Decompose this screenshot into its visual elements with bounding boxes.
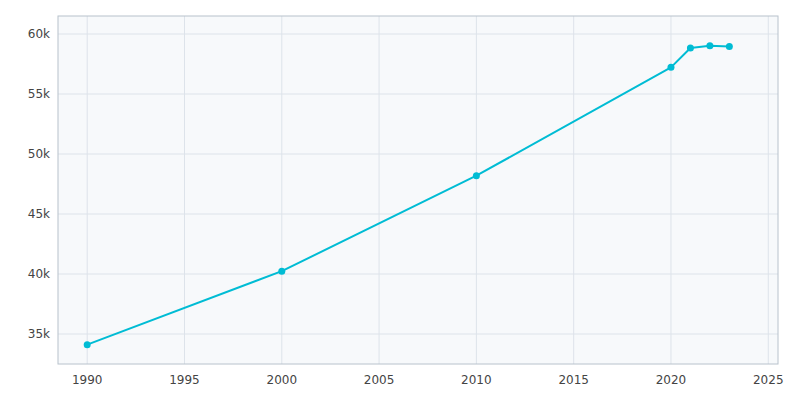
x-grid-line	[476, 16, 477, 364]
marker	[687, 44, 694, 51]
data-group	[84, 42, 733, 348]
marker	[706, 42, 713, 49]
y-tick-label: 55k	[28, 87, 50, 101]
y-grid-line	[58, 154, 778, 155]
chart-container: 35k 40k 45k 50k 55k 60k 1990 1995 2000 2005 2010 20…	[0, 0, 800, 400]
y-tick-label: 50k	[28, 147, 50, 161]
x-tick-label: 2010	[461, 373, 492, 387]
page: {"chart_data": {"type": "line", "x": [19…	[0, 0, 800, 400]
x-tick-label: 2000	[267, 373, 298, 387]
x-grid-line	[379, 16, 380, 364]
y-tick-label: 40k	[28, 267, 50, 281]
y-grid-line	[58, 34, 778, 35]
x-tick-label: 1990	[72, 373, 103, 387]
marker	[726, 43, 733, 50]
marker	[278, 268, 285, 275]
chart-svg: 35k 40k 45k 50k 55k 60k 1990 1995 2000 2005 2010 20…	[0, 0, 800, 400]
x-grid-line	[768, 16, 769, 364]
x-tick-label: 2015	[558, 373, 589, 387]
plot-frame	[58, 16, 778, 364]
y-tick-label: 35k	[28, 327, 50, 341]
x-tick-label: 2005	[364, 373, 395, 387]
x-tick-label: 2025	[753, 373, 784, 387]
axes: 35k 40k 45k 50k 55k 60k 1990 1995 2000 2005 2010 20…	[28, 16, 784, 387]
marker	[667, 64, 674, 71]
y-grid-line	[58, 334, 778, 335]
y-grid-line	[58, 214, 778, 215]
plot-background	[58, 16, 778, 364]
y-grid-line	[58, 274, 778, 275]
x-tick-label: 1995	[169, 373, 200, 387]
y-grid-line	[58, 94, 778, 95]
y-tick-label: 45k	[28, 207, 50, 221]
marker	[84, 341, 91, 348]
line	[87, 46, 729, 345]
grid	[58, 16, 778, 364]
x-grid-line	[281, 16, 282, 364]
x-grid-line	[184, 16, 185, 364]
x-grid-line	[573, 16, 574, 364]
x-tick-label: 2020	[656, 373, 687, 387]
marker	[473, 172, 480, 179]
x-grid-line	[87, 16, 88, 364]
y-tick-label: 60k	[28, 27, 50, 41]
